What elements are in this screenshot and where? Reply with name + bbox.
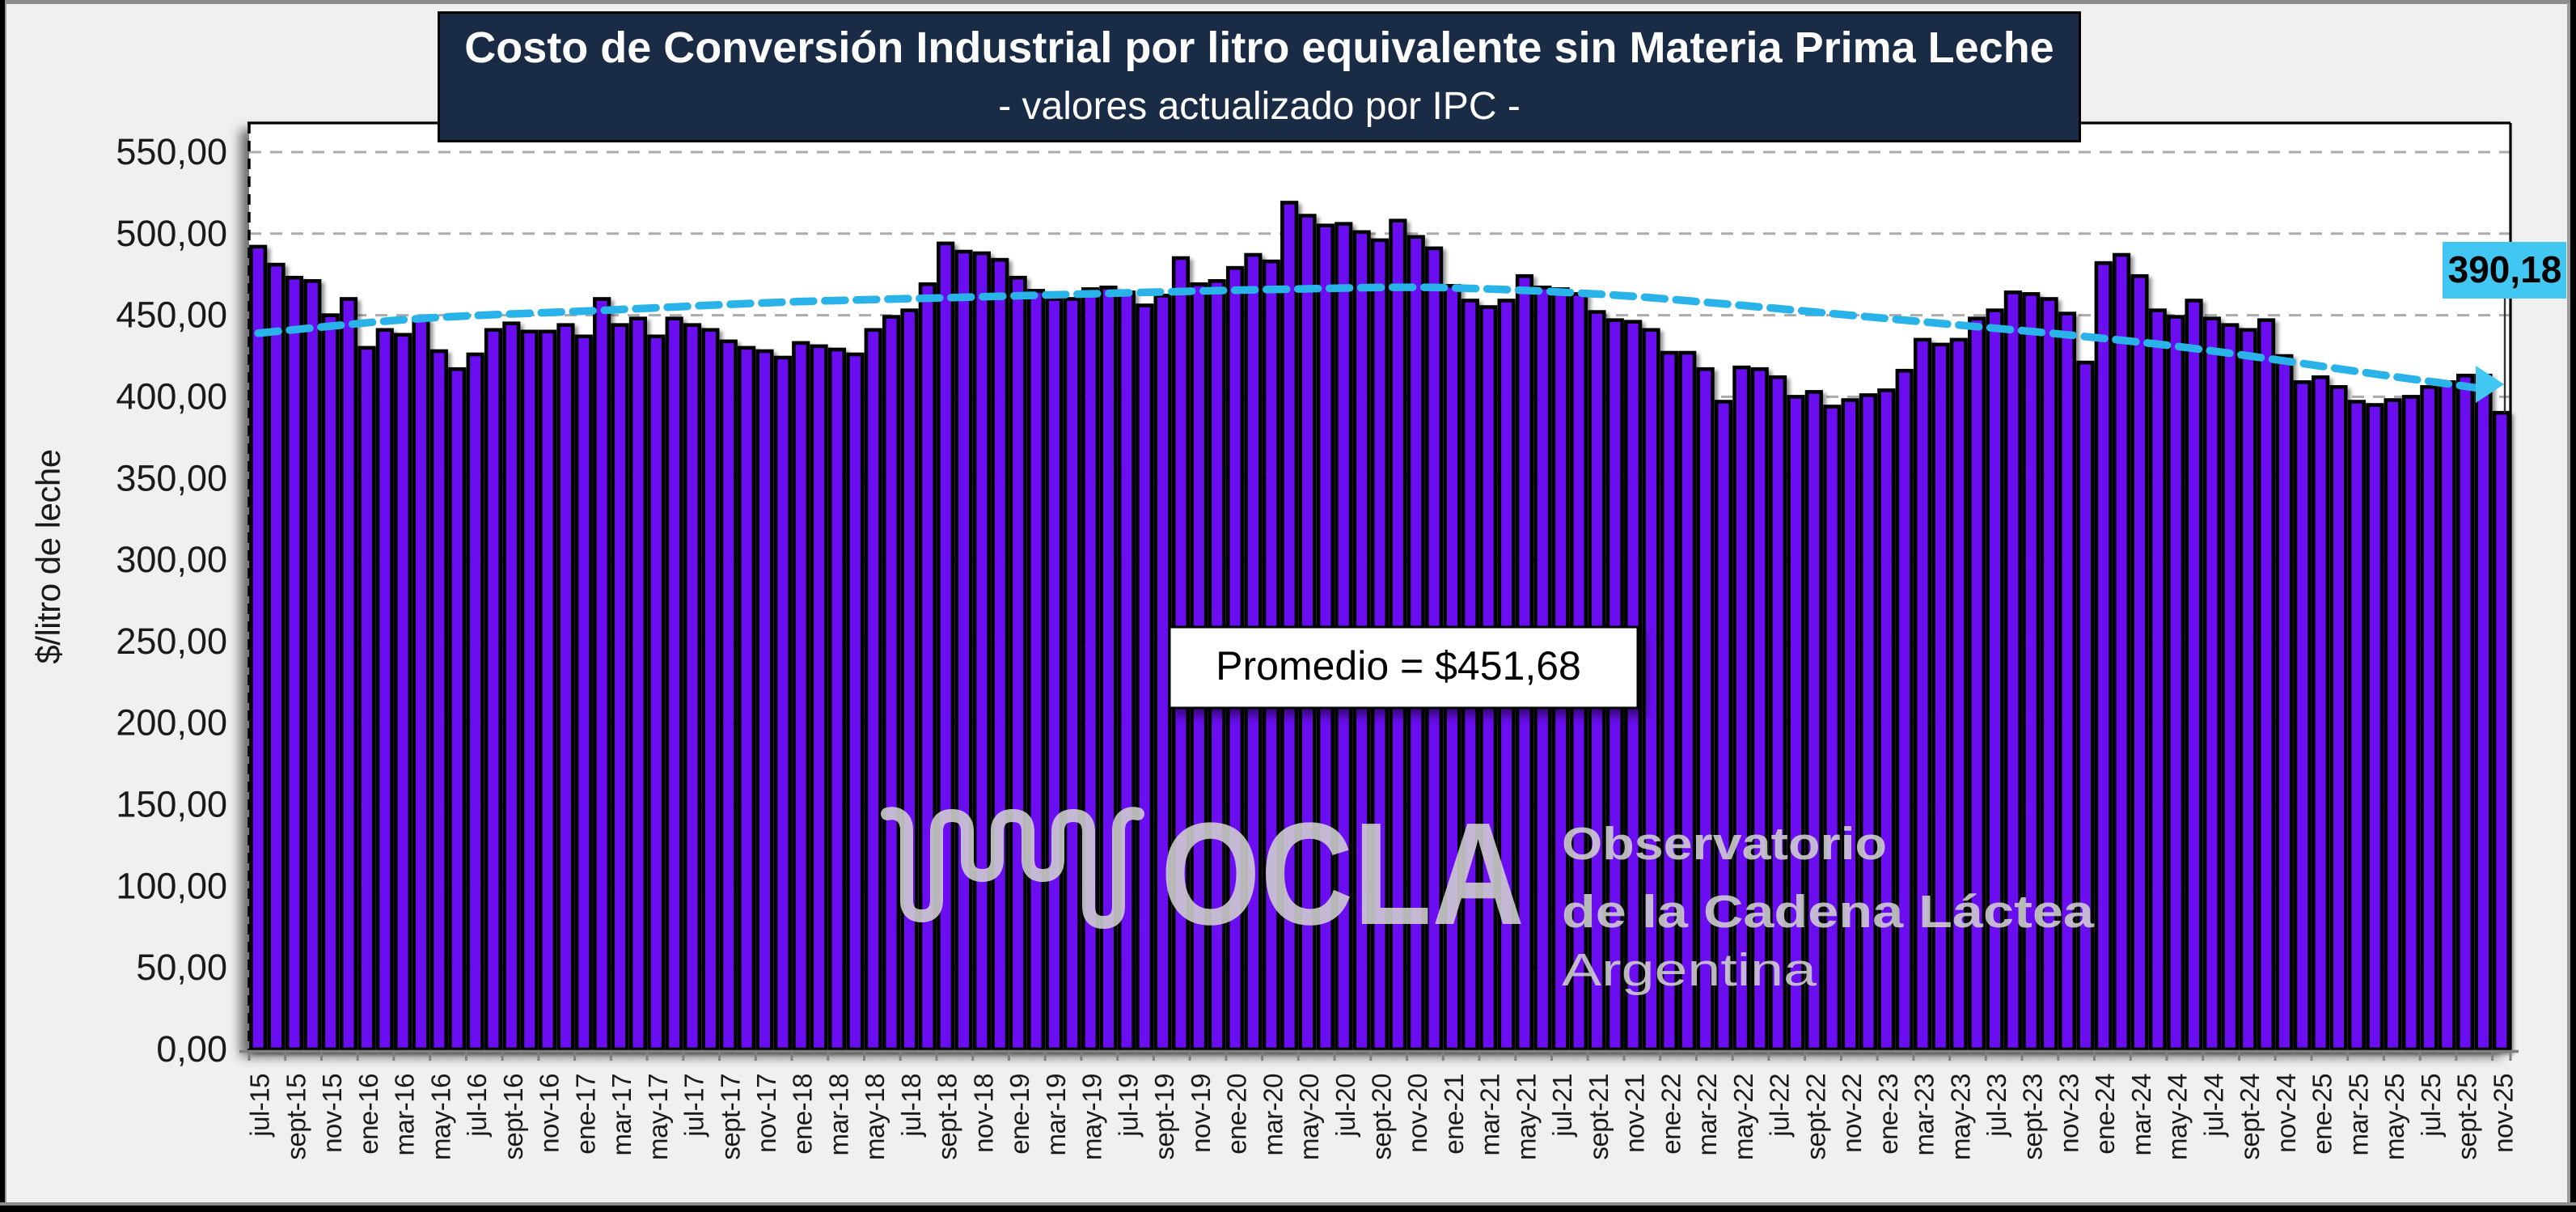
svg-text:sept-24: sept-24 bbox=[2235, 1074, 2265, 1160]
svg-text:sept-25: sept-25 bbox=[2452, 1074, 2482, 1160]
svg-text:ene-24: ene-24 bbox=[2090, 1074, 2120, 1155]
svg-text:450,00: 450,00 bbox=[116, 295, 227, 336]
svg-text:nov-23: nov-23 bbox=[2054, 1074, 2084, 1153]
svg-text:300,00: 300,00 bbox=[116, 539, 227, 580]
svg-text:mar-16: mar-16 bbox=[390, 1074, 420, 1156]
svg-text:may-21: may-21 bbox=[1511, 1074, 1541, 1160]
svg-text:may-20: may-20 bbox=[1294, 1074, 1324, 1160]
svg-text:may-24: may-24 bbox=[2163, 1074, 2193, 1160]
svg-text:nov-20: nov-20 bbox=[1402, 1074, 1432, 1153]
svg-text:nov-15: nov-15 bbox=[317, 1074, 347, 1153]
svg-text:jul-16: jul-16 bbox=[462, 1074, 492, 1138]
svg-text:nov-17: nov-17 bbox=[751, 1074, 781, 1153]
svg-text:$/litro de leche: $/litro de leche bbox=[29, 449, 67, 663]
svg-text:mar-25: mar-25 bbox=[2343, 1074, 2373, 1156]
svg-text:sept-18: sept-18 bbox=[933, 1074, 962, 1160]
svg-text:200,00: 200,00 bbox=[116, 702, 227, 744]
svg-text:Argentina: Argentina bbox=[1562, 944, 1817, 996]
svg-text:sept-22: sept-22 bbox=[1800, 1074, 1830, 1160]
svg-text:100,00: 100,00 bbox=[116, 865, 227, 906]
svg-text:150,00: 150,00 bbox=[116, 784, 227, 825]
svg-text:mar-24: mar-24 bbox=[2126, 1074, 2156, 1156]
svg-text:may-16: may-16 bbox=[425, 1074, 455, 1160]
svg-text:nov-24: nov-24 bbox=[2271, 1074, 2301, 1153]
svg-text:jul-22: jul-22 bbox=[1765, 1074, 1795, 1138]
svg-text:jul-15: jul-15 bbox=[245, 1074, 275, 1138]
svg-text:jul-21: jul-21 bbox=[1547, 1074, 1577, 1138]
svg-text:ene-17: ene-17 bbox=[570, 1074, 600, 1155]
svg-text:390,18: 390,18 bbox=[2448, 248, 2562, 290]
svg-text:nov-21: nov-21 bbox=[1620, 1074, 1650, 1153]
svg-text:ene-16: ene-16 bbox=[353, 1074, 383, 1155]
svg-text:50,00: 50,00 bbox=[136, 947, 227, 988]
svg-text:ene-25: ene-25 bbox=[2307, 1074, 2337, 1155]
svg-text:mar-22: mar-22 bbox=[1692, 1074, 1722, 1156]
svg-text:sept-17: sept-17 bbox=[715, 1074, 745, 1160]
svg-text:0,00: 0,00 bbox=[156, 1028, 227, 1070]
svg-text:sept-15: sept-15 bbox=[281, 1074, 311, 1160]
svg-text:jul-17: jul-17 bbox=[679, 1074, 709, 1138]
svg-text:may-18: may-18 bbox=[860, 1074, 890, 1160]
svg-text:mar-23: mar-23 bbox=[1910, 1074, 1939, 1156]
svg-text:350,00: 350,00 bbox=[116, 457, 227, 498]
svg-text:mar-20: mar-20 bbox=[1258, 1074, 1288, 1156]
svg-text:jul-23: jul-23 bbox=[1982, 1074, 2011, 1138]
svg-text:OCLA: OCLA bbox=[1161, 793, 1525, 956]
svg-text:de la Cadena Láctea: de la Cadena Láctea bbox=[1562, 886, 2096, 938]
svg-text:jul-18: jul-18 bbox=[896, 1074, 926, 1138]
svg-text:ene-21: ene-21 bbox=[1439, 1074, 1469, 1155]
svg-text:jul-20: jul-20 bbox=[1330, 1074, 1360, 1138]
svg-text:may-19: may-19 bbox=[1077, 1074, 1107, 1160]
svg-text:mar-17: mar-17 bbox=[607, 1074, 637, 1156]
svg-text:250,00: 250,00 bbox=[116, 621, 227, 662]
svg-text:may-22: may-22 bbox=[1728, 1074, 1758, 1160]
svg-text:nov-22: nov-22 bbox=[1837, 1074, 1867, 1153]
svg-text:sept-20: sept-20 bbox=[1367, 1074, 1397, 1160]
svg-text:ene-20: ene-20 bbox=[1222, 1074, 1252, 1155]
svg-text:nov-18: nov-18 bbox=[968, 1074, 998, 1153]
svg-text:sept-23: sept-23 bbox=[2018, 1074, 2048, 1160]
svg-text:sept-21: sept-21 bbox=[1584, 1074, 1614, 1160]
svg-text:may-17: may-17 bbox=[643, 1074, 673, 1160]
svg-text:500,00: 500,00 bbox=[116, 213, 227, 254]
svg-text:mar-18: mar-18 bbox=[824, 1074, 854, 1156]
svg-text:jul-25: jul-25 bbox=[2416, 1074, 2446, 1138]
svg-text:jul-24: jul-24 bbox=[2198, 1074, 2228, 1138]
svg-text:Observatorio: Observatorio bbox=[1562, 818, 1887, 870]
svg-text:nov-25: nov-25 bbox=[2488, 1074, 2518, 1153]
svg-text:ene-22: ene-22 bbox=[1656, 1074, 1686, 1155]
svg-text:nov-16: nov-16 bbox=[535, 1074, 565, 1153]
svg-text:sept-16: sept-16 bbox=[498, 1074, 528, 1160]
svg-text:mar-19: mar-19 bbox=[1041, 1074, 1071, 1156]
svg-text:Promedio = $451,68: Promedio = $451,68 bbox=[1216, 643, 1581, 689]
svg-text:may-25: may-25 bbox=[2379, 1074, 2409, 1160]
svg-text:ene-19: ene-19 bbox=[1005, 1074, 1034, 1155]
svg-text:400,00: 400,00 bbox=[116, 375, 227, 417]
svg-text:jul-19: jul-19 bbox=[1113, 1074, 1143, 1138]
svg-text:nov-19: nov-19 bbox=[1186, 1074, 1216, 1153]
svg-text:may-23: may-23 bbox=[1945, 1074, 1975, 1160]
svg-text:ene-18: ene-18 bbox=[788, 1074, 818, 1155]
svg-text:sept-19: sept-19 bbox=[1149, 1074, 1179, 1160]
svg-text:mar-21: mar-21 bbox=[1475, 1074, 1505, 1156]
svg-text:ene-23: ene-23 bbox=[1873, 1074, 1903, 1155]
svg-text:550,00: 550,00 bbox=[116, 131, 227, 172]
